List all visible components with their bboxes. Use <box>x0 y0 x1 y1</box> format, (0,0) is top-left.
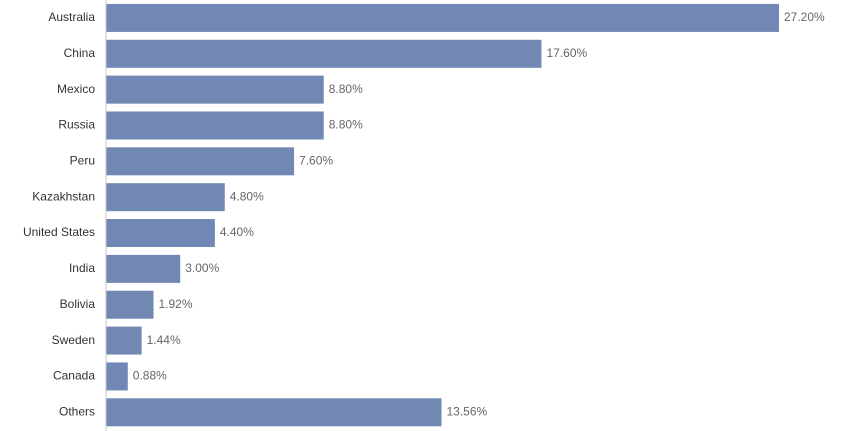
value-label: 8.80% <box>329 118 363 132</box>
value-label: 7.60% <box>299 154 333 168</box>
value-label: 0.88% <box>133 369 167 383</box>
category-label: India <box>69 261 95 275</box>
category-label: United States <box>23 225 95 239</box>
bar-kazakhstan[interactable] <box>106 183 225 212</box>
value-label: 4.40% <box>220 225 254 239</box>
bar-sweden[interactable] <box>106 326 142 355</box>
bar-russia[interactable] <box>106 111 324 140</box>
category-label: Others <box>59 404 95 418</box>
category-label: Australia <box>48 10 95 24</box>
category-label: Sweden <box>52 333 95 347</box>
bar-australia[interactable] <box>106 3 779 32</box>
bar-peru[interactable] <box>106 147 295 176</box>
category-label: Kazakhstan <box>32 189 95 203</box>
category-label: China <box>64 46 96 60</box>
labels-layer: Australia 27.20% China 17.60% Mexico 8.80% Rus… <box>23 10 825 418</box>
category-label: Mexico <box>57 82 95 96</box>
value-label: 1.44% <box>147 333 181 347</box>
bar-others[interactable] <box>106 398 442 427</box>
value-label: 17.60% <box>546 46 587 60</box>
value-label: 13.56% <box>447 404 488 418</box>
bar-united-states[interactable] <box>106 219 215 248</box>
bars-layer <box>106 3 779 427</box>
value-label: 4.80% <box>230 189 264 203</box>
bar-china[interactable] <box>106 39 542 68</box>
bar-canada[interactable] <box>106 362 128 391</box>
category-label: Peru <box>70 154 95 168</box>
category-label: Canada <box>53 369 95 383</box>
bar-mexico[interactable] <box>106 75 324 104</box>
bar-bolivia[interactable] <box>106 290 154 319</box>
value-label: 1.92% <box>159 297 193 311</box>
value-label: 3.00% <box>185 261 219 275</box>
value-label: 8.80% <box>329 82 363 96</box>
category-label: Russia <box>58 118 95 132</box>
value-label: 27.20% <box>784 10 825 24</box>
category-label: Bolivia <box>60 297 96 311</box>
bar-india[interactable] <box>106 254 181 283</box>
